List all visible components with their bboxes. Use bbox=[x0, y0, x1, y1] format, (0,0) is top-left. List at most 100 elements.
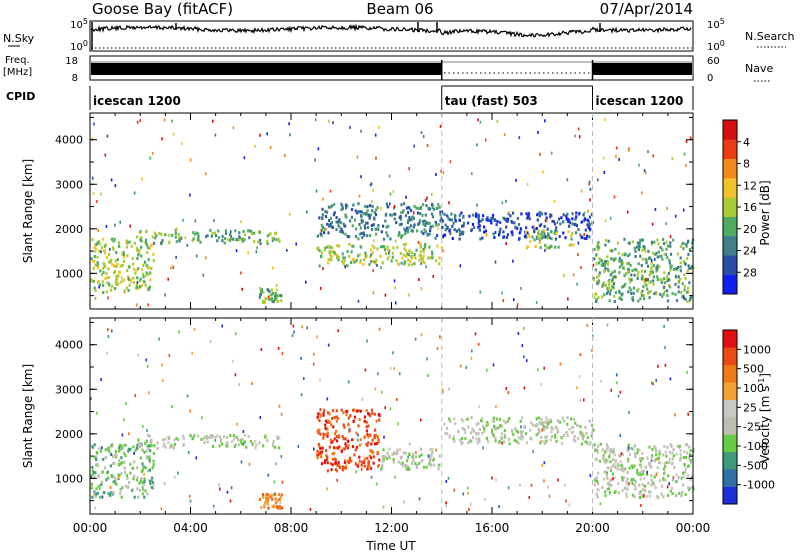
echo-cell bbox=[338, 445, 341, 449]
echo-noise bbox=[616, 381, 618, 385]
echo-cell bbox=[336, 439, 339, 443]
echo-noise bbox=[547, 485, 549, 489]
echo-noise bbox=[650, 258, 653, 262]
echo-cell bbox=[123, 466, 126, 470]
echo-cell bbox=[686, 474, 689, 478]
echo-cell bbox=[143, 450, 146, 454]
echo-cell bbox=[538, 237, 541, 240]
echo-noise bbox=[684, 262, 687, 266]
echo-cell bbox=[667, 278, 670, 282]
echo-cell bbox=[495, 417, 498, 421]
colorbar-tick-label: -1000 bbox=[743, 479, 775, 492]
y-tick-label: 3000 bbox=[55, 383, 83, 396]
echo-cell bbox=[400, 217, 403, 221]
echo-noise bbox=[117, 476, 120, 480]
echo-cell bbox=[396, 450, 399, 454]
echo-cell bbox=[381, 261, 384, 265]
echo-cell bbox=[434, 220, 437, 224]
echo-cell bbox=[371, 204, 374, 208]
echo-cell bbox=[115, 251, 118, 255]
echo-cell bbox=[330, 468, 333, 472]
echo-cell bbox=[551, 427, 554, 431]
echo-cell bbox=[430, 212, 433, 216]
echo-cell bbox=[582, 219, 585, 223]
echo-cell bbox=[477, 432, 480, 436]
echo-cell bbox=[360, 220, 363, 224]
echo-noise bbox=[347, 380, 350, 384]
echo-cell bbox=[643, 279, 646, 283]
echo-cell bbox=[595, 253, 598, 257]
echo-cell bbox=[632, 298, 635, 302]
echo-cell bbox=[545, 435, 548, 439]
echo-cell bbox=[139, 456, 142, 460]
echo-cell bbox=[129, 447, 132, 451]
echo-cell bbox=[270, 493, 273, 497]
echo-cell bbox=[613, 300, 616, 303]
echo-cell bbox=[631, 240, 634, 244]
echo-cell bbox=[648, 445, 651, 449]
echo-cell bbox=[243, 440, 246, 444]
echo-cell bbox=[584, 218, 587, 221]
echo-cell bbox=[434, 236, 437, 240]
echo-cell bbox=[139, 444, 142, 448]
echo-cell bbox=[444, 233, 447, 237]
echo-cell bbox=[334, 461, 337, 465]
echo-cell bbox=[566, 434, 569, 438]
echo-cell bbox=[398, 231, 401, 235]
echo-cell bbox=[373, 246, 376, 250]
echo-cell bbox=[340, 202, 343, 206]
echo-cell bbox=[493, 236, 496, 239]
echo-cell bbox=[625, 494, 628, 498]
echo-cell bbox=[485, 436, 488, 440]
echo-cell bbox=[686, 256, 689, 260]
echo-cell bbox=[114, 287, 117, 290]
echo-cell bbox=[612, 275, 615, 279]
echo-noise bbox=[445, 501, 447, 505]
echo-cell bbox=[626, 262, 629, 265]
echo-cell bbox=[627, 261, 630, 265]
echo-cell bbox=[549, 418, 552, 422]
echo-cell bbox=[401, 233, 404, 237]
echo-cell bbox=[141, 272, 145, 276]
echo-noise bbox=[240, 271, 242, 275]
echo-cell bbox=[339, 221, 342, 225]
echo-cell bbox=[337, 255, 340, 259]
echo-noise bbox=[202, 273, 205, 277]
echo-cell bbox=[632, 291, 635, 295]
echo-cell bbox=[597, 444, 600, 448]
echo-cell bbox=[322, 413, 325, 417]
echo-noise bbox=[476, 203, 478, 207]
echo-cell bbox=[344, 437, 347, 441]
echo-cell bbox=[208, 436, 211, 440]
echo-cell bbox=[639, 459, 642, 463]
echo-cell bbox=[608, 286, 611, 290]
echo-cell bbox=[499, 227, 502, 231]
echo-cell bbox=[682, 294, 685, 298]
echo-cell bbox=[570, 425, 574, 429]
echo-cell bbox=[633, 452, 636, 456]
echo-noise bbox=[651, 381, 653, 385]
echo-cell bbox=[467, 425, 470, 429]
echo-cell bbox=[260, 289, 263, 293]
echo-cell bbox=[669, 244, 672, 248]
echo-cell bbox=[148, 434, 151, 438]
colorbar-swatch bbox=[723, 399, 737, 418]
echo-noise bbox=[394, 286, 396, 290]
echo-cell bbox=[596, 448, 599, 452]
echo-cell bbox=[597, 248, 600, 251]
echo-cell bbox=[371, 438, 374, 442]
y-tick-label: 2000 bbox=[55, 428, 83, 441]
echo-cell bbox=[419, 250, 422, 254]
echo-cell bbox=[231, 439, 234, 443]
echo-cell bbox=[613, 476, 616, 480]
echo-cell bbox=[606, 255, 609, 259]
echo-cell bbox=[675, 480, 678, 484]
echo-cell bbox=[415, 466, 418, 470]
echo-cell bbox=[609, 273, 612, 277]
echo-cell bbox=[141, 462, 144, 466]
echo-cell bbox=[278, 505, 281, 508]
echo-cell bbox=[685, 244, 688, 248]
echo-cell bbox=[335, 435, 338, 438]
echo-noise bbox=[516, 303, 519, 307]
echo-cell bbox=[408, 467, 411, 471]
